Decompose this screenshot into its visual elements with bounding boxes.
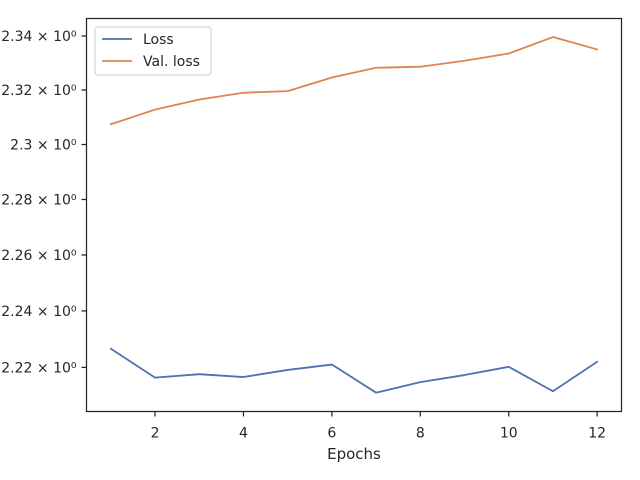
x-tick-label: 6 [327,426,336,442]
x-tick-label: 10 [500,426,518,442]
plot-area-frame [85,17,623,413]
legend-label-val-loss: Val. loss [143,54,200,70]
x-tick-label: 12 [588,426,606,442]
y-tick-label: 2.28 × 10⁰ [1,192,77,208]
x-tick-label: 4 [239,426,248,442]
series-line-val-loss [109,36,599,126]
y-tick-label: 2.32 × 10⁰ [1,83,77,99]
y-tick-label: 2.3 × 10⁰ [10,138,77,154]
y-axis-ticks: 2.22 × 10⁰ 2.24 × 10⁰ 2.26 × 10⁰ 2.28 × 10⁰… [1,29,87,376]
series-line-loss [109,347,599,394]
x-axis-ticks: 2 4 6 8 10 12 [151,411,606,442]
x-tick-label: 2 [151,426,160,442]
y-tick-label: 2.22 × 10⁰ [1,360,77,376]
y-tick-label: 2.26 × 10⁰ [1,248,77,264]
x-tick-label: 8 [416,426,425,442]
legend: Loss Val. loss [94,26,212,76]
series-layer [109,36,599,394]
y-tick-label: 2.34 × 10⁰ [1,29,77,45]
legend-label-loss: Loss [143,32,174,48]
y-tick-label: 2.24 × 10⁰ [1,304,77,320]
x-axis-title: Epochs [327,445,381,463]
